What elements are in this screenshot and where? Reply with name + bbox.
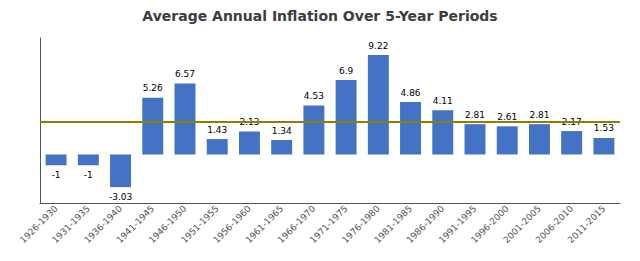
svg-text:1966-1970: 1966-1970 bbox=[275, 203, 318, 246]
svg-text:2001-2005: 2001-2005 bbox=[501, 203, 543, 246]
svg-text:6.57: 6.57 bbox=[175, 69, 195, 79]
svg-text:1961-1965: 1961-1965 bbox=[243, 203, 286, 246]
svg-text:1926-1930: 1926-1930 bbox=[17, 203, 60, 246]
svg-text:1981-1985: 1981-1985 bbox=[372, 203, 415, 246]
svg-text:1976-1980: 1976-1980 bbox=[340, 203, 382, 246]
svg-text:2.61: 2.61 bbox=[497, 112, 517, 122]
svg-text:-1: -1 bbox=[84, 170, 93, 180]
svg-text:1991-1995: 1991-1995 bbox=[436, 203, 479, 246]
svg-text:5.26: 5.26 bbox=[143, 83, 163, 93]
svg-text:6.9: 6.9 bbox=[339, 66, 354, 76]
svg-text:Average Annual Inflation Over: Average Annual Inflation Over 5-Year Per… bbox=[142, 8, 497, 24]
svg-text:4.53: 4.53 bbox=[304, 91, 324, 101]
svg-text:1.43: 1.43 bbox=[207, 125, 227, 135]
svg-text:1941-1945: 1941-1945 bbox=[114, 203, 157, 246]
svg-text:1946-1950: 1946-1950 bbox=[146, 203, 189, 246]
svg-text:1.53: 1.53 bbox=[594, 123, 614, 133]
svg-text:2.17: 2.17 bbox=[561, 116, 582, 127]
svg-text:1.34: 1.34 bbox=[272, 126, 292, 136]
svg-text:2.13: 2.13 bbox=[239, 117, 260, 127]
svg-text:1956-1960: 1956-1960 bbox=[211, 203, 253, 246]
svg-text:9.22: 9.22 bbox=[368, 41, 388, 51]
svg-text:1971-1975: 1971-1975 bbox=[307, 203, 350, 246]
svg-text:2011-2015: 2011-2015 bbox=[566, 203, 608, 245]
svg-text:1951-1955: 1951-1955 bbox=[179, 203, 221, 246]
svg-text:2.81: 2.81 bbox=[465, 110, 485, 120]
svg-text:-3.03: -3.03 bbox=[109, 192, 132, 202]
svg-text:2006-2010: 2006-2010 bbox=[533, 203, 576, 246]
svg-text:1931-1935: 1931-1935 bbox=[50, 203, 92, 246]
svg-text:1986-1990: 1986-1990 bbox=[404, 203, 447, 246]
svg-text:1936-1940: 1936-1940 bbox=[82, 203, 125, 246]
svg-text:4.11: 4.11 bbox=[433, 96, 453, 106]
svg-text:4.86: 4.86 bbox=[401, 88, 421, 98]
svg-text:2.81: 2.81 bbox=[529, 110, 549, 120]
svg-text:-1: -1 bbox=[52, 170, 61, 180]
svg-text:1996-2000: 1996-2000 bbox=[469, 203, 511, 246]
